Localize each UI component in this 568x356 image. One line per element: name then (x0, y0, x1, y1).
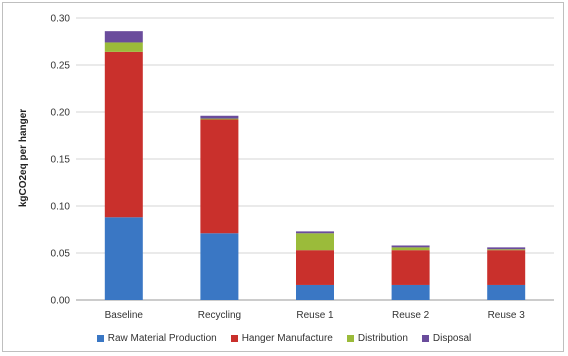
bar-segment (391, 284, 430, 300)
bar-segment (296, 284, 334, 300)
bar-segment (487, 284, 526, 300)
legend-item: Raw Material Production (96, 333, 217, 344)
legend: Raw Material Production Hanger Manufactur… (0, 333, 568, 344)
y-tick-label: 0.20 (51, 108, 71, 119)
legend-swatch (346, 335, 354, 342)
bar-segment (200, 115, 239, 119)
legend-label: Distribution (357, 333, 408, 344)
bar-segment (104, 31, 143, 43)
legend-swatch (96, 335, 104, 342)
bar-segment (296, 231, 334, 234)
bars (104, 31, 526, 300)
chart-frame (2, 2, 564, 352)
bar-segment (200, 233, 239, 300)
legend-item: Hanger Manufacture (230, 333, 333, 344)
x-tick-label: Baseline (105, 310, 144, 321)
gridlines (76, 17, 554, 301)
bar-segment (200, 118, 239, 120)
y-tick-label: 0.10 (51, 202, 71, 213)
x-tick-label: Reuse 1 (296, 310, 334, 321)
y-tick-label: 0.25 (51, 61, 71, 72)
legend-swatch (230, 335, 238, 342)
legend-item: Disposal (421, 333, 472, 344)
bar-segment (391, 250, 430, 285)
bar-segment (391, 245, 430, 248)
bar-segment (296, 233, 334, 251)
legend-label: Raw Material Production (107, 333, 217, 344)
x-tick-labels: Baseline Recycling Reuse 1 Reuse 2 Reuse 3 (105, 310, 526, 321)
y-tick-label: 0.05 (51, 249, 71, 260)
bar-segment (391, 247, 430, 251)
bar-segment (200, 119, 239, 234)
bar-segment (487, 249, 526, 251)
x-tick-label: Reuse 2 (392, 310, 430, 321)
legend-label: Disposal (432, 333, 472, 344)
bar-segment (104, 51, 143, 218)
y-tick-labels: 0.00 0.05 0.10 0.15 0.20 0.25 0.30 (51, 14, 71, 307)
legend-item: Distribution (346, 333, 408, 344)
bar-segment (487, 250, 526, 285)
legend-swatch (421, 335, 429, 342)
y-tick-label: 0.00 (51, 296, 71, 307)
legend-label: Hanger Manufacture (241, 333, 333, 344)
y-tick-label: 0.15 (51, 155, 71, 166)
bar-segment (487, 247, 526, 250)
y-axis-label: kgCO2eq per hanger (18, 109, 29, 207)
x-tick-label: Reuse 3 (488, 310, 526, 321)
bar-segment (104, 42, 143, 52)
bar-segment (296, 250, 334, 285)
y-tick-label: 0.30 (51, 14, 71, 25)
x-tick-label: Recycling (198, 310, 241, 321)
bar-segment (104, 217, 143, 300)
